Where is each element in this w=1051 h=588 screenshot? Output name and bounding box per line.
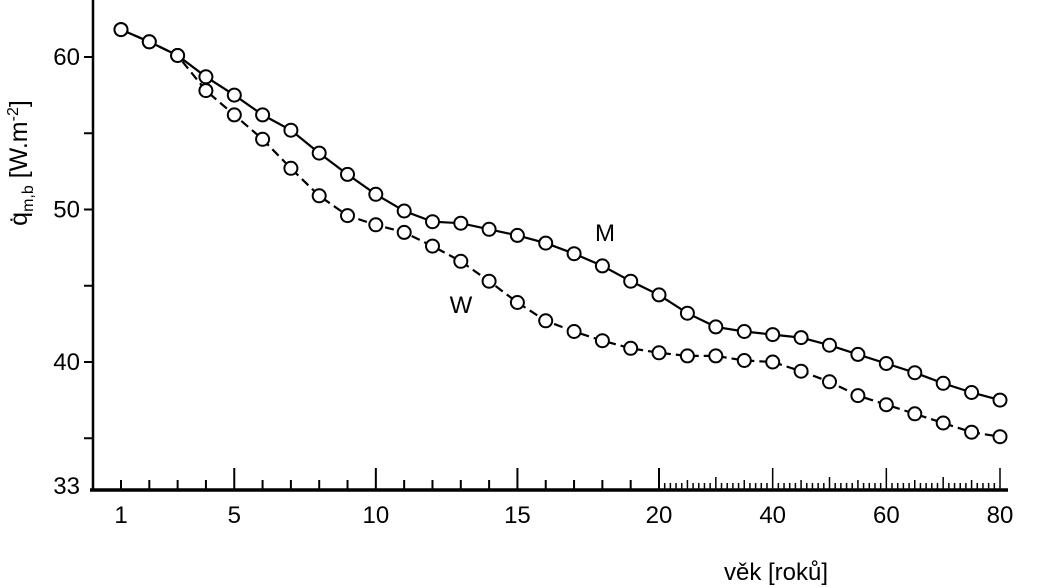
series-line-w — [120, 28, 1001, 438]
data-point-w — [708, 348, 724, 364]
y-axis-label-subscript: m,b — [20, 185, 37, 212]
axes — [90, 0, 1008, 492]
x-tick-label: 80 — [987, 502, 1014, 529]
data-point-m — [935, 375, 951, 391]
data-point-w — [509, 295, 525, 310]
data-point-w — [226, 107, 242, 123]
y-tick-label: 40 — [53, 349, 80, 376]
data-point-m — [566, 246, 582, 262]
data-point-w — [453, 253, 469, 269]
data-point-m — [623, 273, 639, 289]
series-lines — [120, 28, 1001, 438]
data-point-w — [538, 313, 554, 329]
data-point-w — [594, 333, 610, 349]
data-point-m — [765, 327, 781, 343]
data-point-w — [425, 238, 440, 254]
data-point-w — [765, 354, 781, 370]
data-point-w — [170, 48, 186, 63]
data-point-m — [822, 337, 837, 353]
data-point-m — [594, 258, 610, 274]
x-tick-label: 60 — [873, 502, 900, 529]
data-point-m — [736, 324, 752, 339]
tick-marks — [84, 56, 1001, 490]
data-point-w — [311, 188, 327, 204]
x-axis-label: věk [roků] — [724, 559, 828, 586]
data-point-m — [651, 287, 667, 303]
data-point-m — [679, 305, 695, 321]
data-point-m — [226, 87, 242, 103]
data-point-w — [992, 429, 1008, 445]
x-tick-label: 5 — [228, 502, 241, 529]
data-points — [113, 22, 1008, 445]
data-point-m — [481, 221, 497, 237]
data-point-m — [368, 186, 384, 202]
data-point-m — [198, 69, 214, 85]
data-point-m — [793, 330, 809, 346]
data-point-w — [113, 22, 129, 38]
y-axis-label: q̇m,b [W.m-2] — [5, 100, 37, 226]
series-label-w: W — [450, 292, 473, 319]
data-point-m — [538, 235, 554, 251]
data-point-w — [396, 224, 412, 240]
y-tick-label: 60 — [53, 44, 80, 71]
data-point-m — [311, 145, 327, 161]
y-axis-label-superscript: -2 — [5, 107, 22, 121]
data-point-w — [566, 324, 582, 339]
series-label-m: M — [595, 220, 615, 247]
data-point-w — [878, 397, 894, 413]
data-point-w — [850, 388, 866, 404]
data-point-w — [198, 83, 214, 99]
x-tick-label: 20 — [646, 502, 673, 529]
data-point-w — [651, 345, 667, 361]
x-tick-label: 10 — [362, 502, 389, 529]
data-point-m — [708, 319, 724, 335]
data-point-m — [396, 203, 412, 219]
data-point-m — [964, 385, 980, 400]
y-axis-label-bracket: ] — [5, 100, 33, 107]
x-tick-label: 40 — [759, 502, 786, 529]
data-point-m — [878, 356, 894, 371]
y-axis-label-symbol: q̇ — [5, 212, 33, 226]
data-point-w — [935, 415, 951, 431]
data-point-w — [822, 374, 837, 390]
y-tick-label: 50 — [53, 197, 80, 224]
data-point-w — [340, 208, 355, 224]
data-point-m — [255, 107, 271, 123]
data-point-m — [453, 215, 469, 231]
y-axis-label-unit: [W.m — [5, 121, 33, 185]
series-line-m — [120, 28, 1001, 402]
data-point-w — [964, 424, 980, 440]
x-tick-label: 1 — [114, 502, 127, 529]
data-point-m — [509, 227, 525, 243]
data-point-m — [907, 365, 923, 381]
data-point-w — [793, 363, 809, 379]
data-point-w — [481, 273, 497, 289]
data-point-w — [283, 160, 299, 176]
data-point-w — [623, 340, 639, 356]
data-point-m — [283, 122, 299, 138]
data-point-w — [141, 34, 157, 50]
data-point-m — [425, 214, 440, 230]
data-point-w — [679, 348, 695, 364]
data-point-m — [340, 166, 355, 182]
data-point-w — [368, 217, 384, 233]
x-tick-label: 15 — [504, 502, 531, 529]
data-point-w — [736, 353, 752, 368]
y-tick-label: 33 — [53, 473, 80, 500]
data-point-m — [850, 346, 866, 362]
data-point-w — [907, 406, 923, 422]
data-point-w — [255, 131, 271, 147]
data-point-m — [992, 392, 1008, 408]
